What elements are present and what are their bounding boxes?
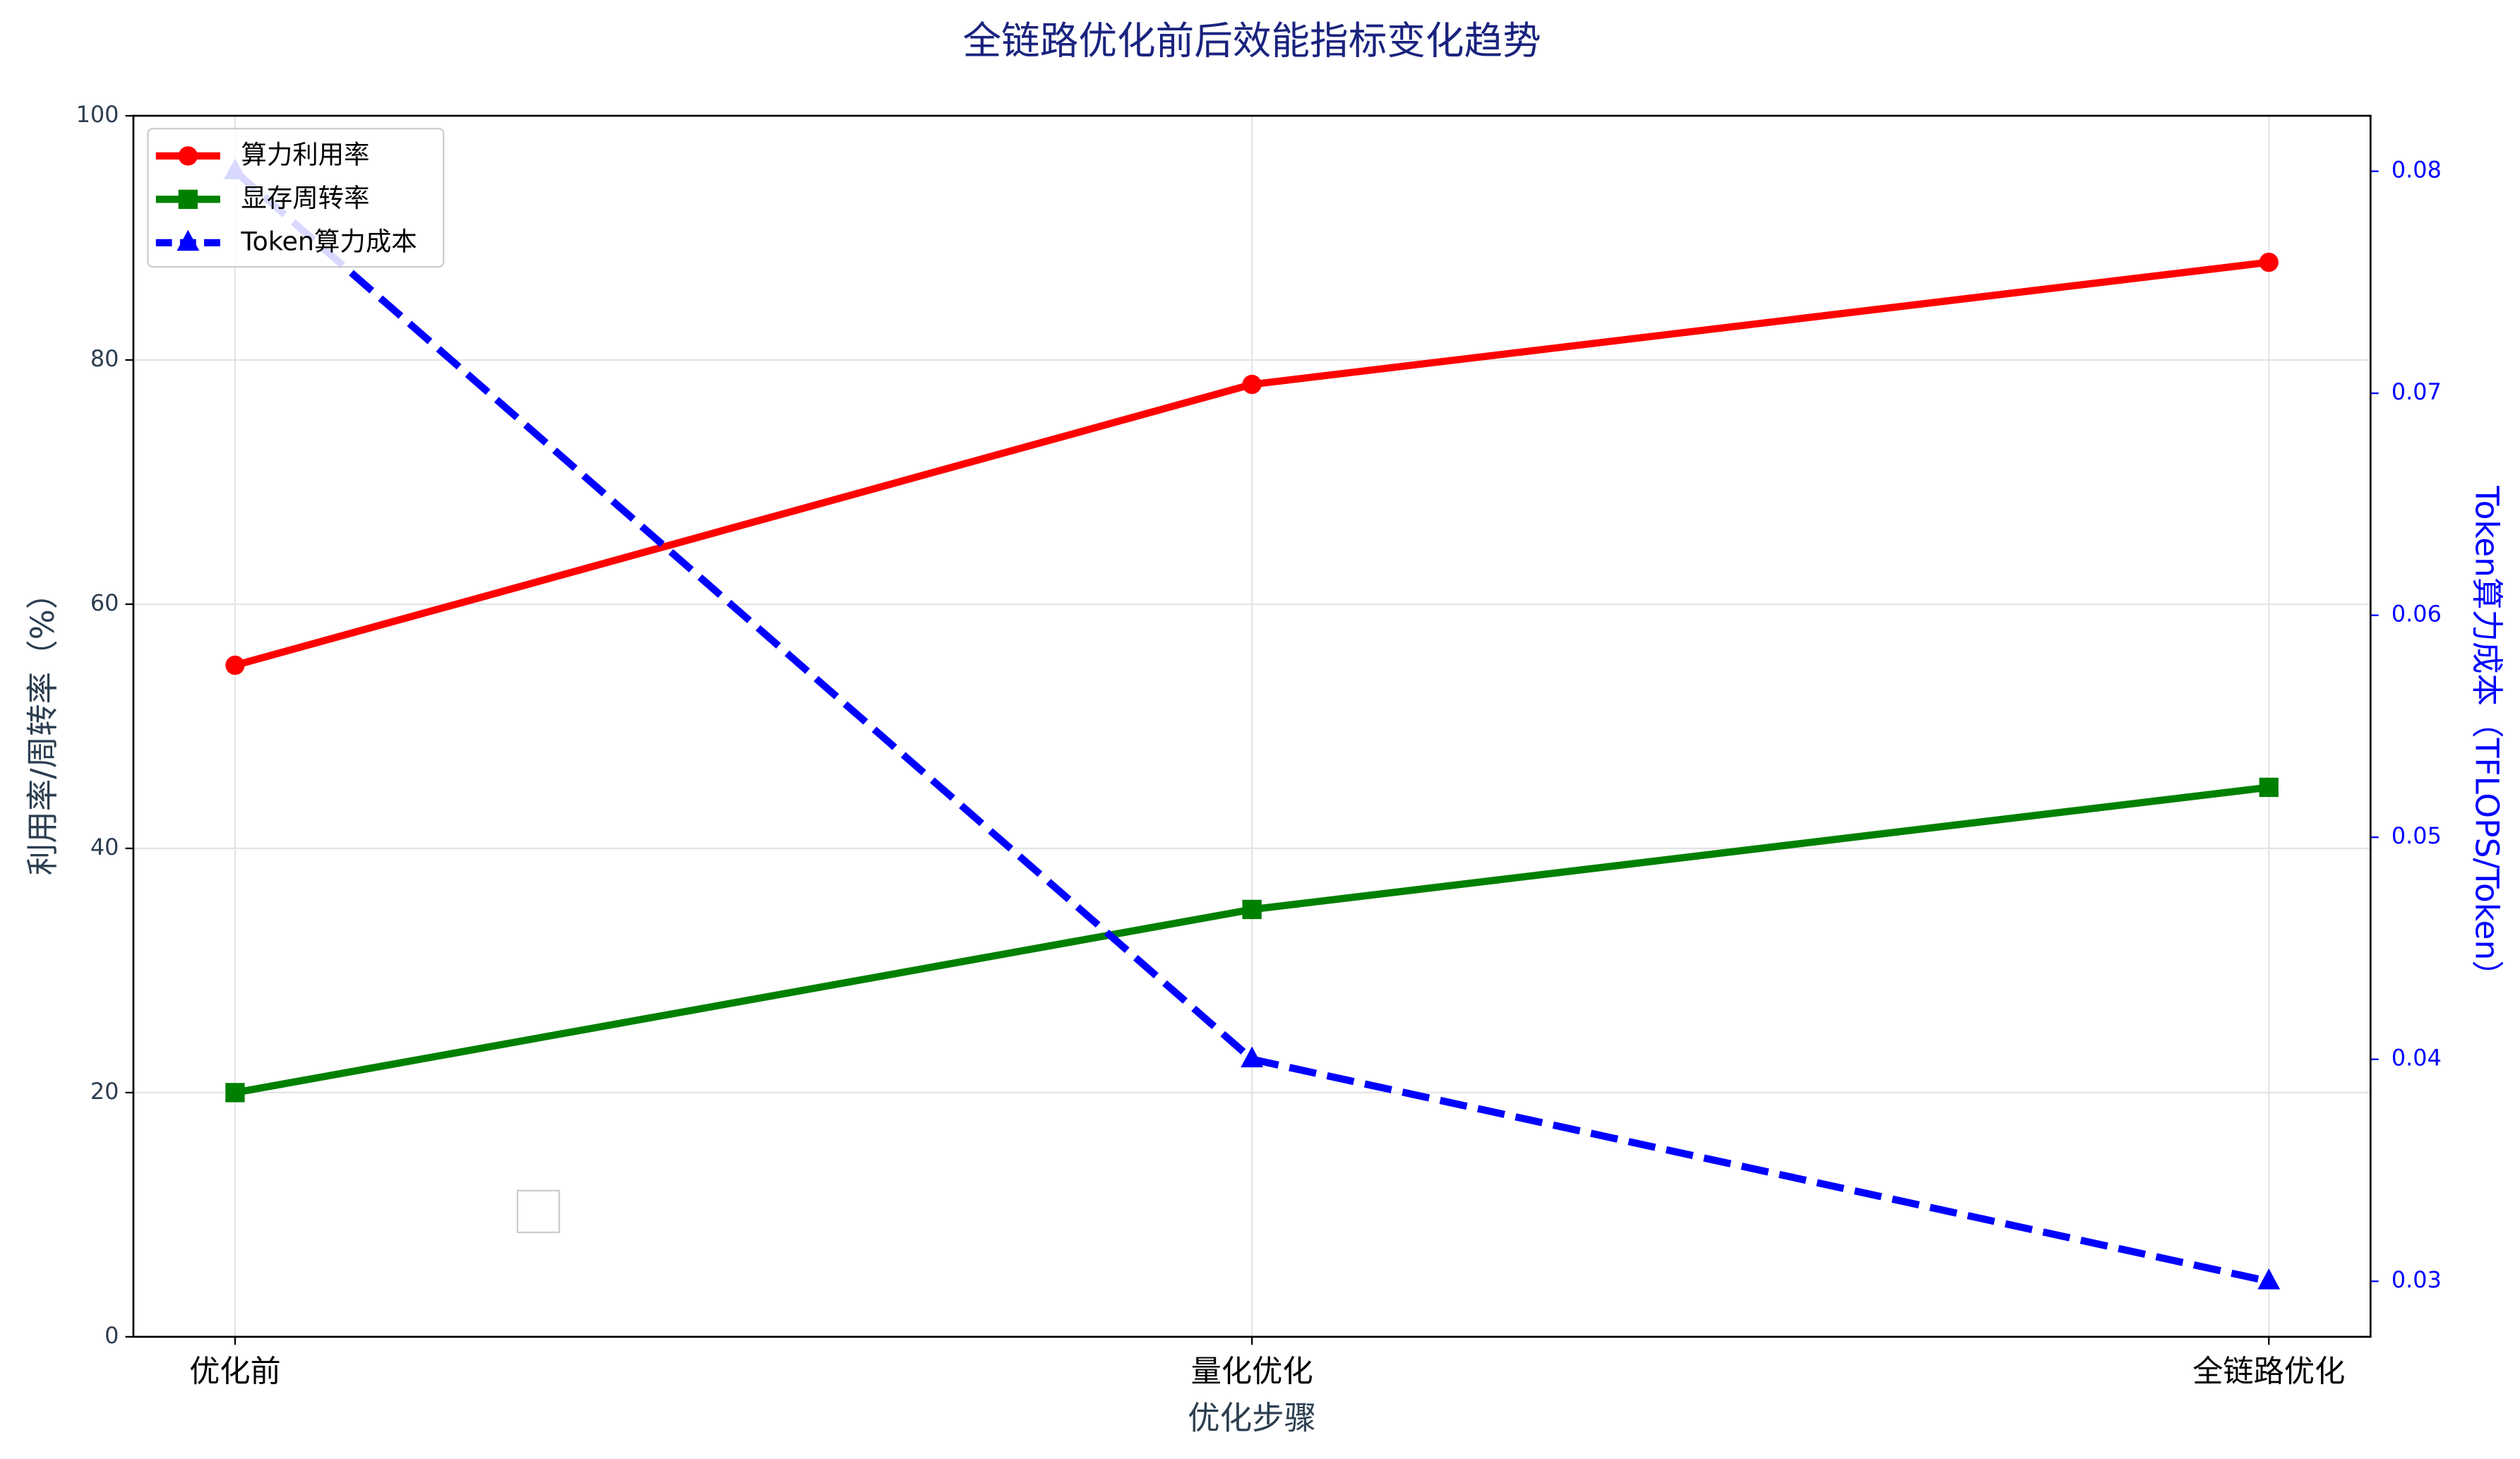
legend-marker: [177, 229, 200, 251]
x-tick-label: 全链路优化: [2192, 1355, 2345, 1390]
y2-tick-label: 0.03: [2391, 1266, 2442, 1293]
marker: [2257, 1268, 2281, 1290]
marker: [225, 655, 245, 676]
marker: [2259, 252, 2279, 272]
marker: [2259, 777, 2279, 798]
chart-title: 全链路优化前后效能指标变化趋势: [963, 18, 1541, 64]
y2-tick-label: 0.04: [2391, 1045, 2442, 1071]
x-tick-label: 优化前: [189, 1355, 281, 1390]
marker: [1241, 1046, 1264, 1068]
legend-label: 算力利用率: [241, 139, 369, 169]
artifact-box: [516, 1189, 561, 1234]
marker: [1242, 899, 1262, 920]
legend-box: [147, 128, 445, 268]
x-axis-label: 优化步骤: [1188, 1400, 1316, 1437]
x-tick-label: 量化优化: [1191, 1355, 1313, 1390]
y-tick-label: 0: [104, 1322, 119, 1349]
y2-tick-label: 0.08: [2391, 157, 2442, 184]
legend-label: 显存周转率: [241, 183, 369, 213]
y-tick-label: 20: [90, 1078, 119, 1105]
y2-tick-label: 0.06: [2391, 601, 2442, 628]
y-tick-label: 100: [76, 101, 119, 128]
y2-tick-label: 0.05: [2391, 822, 2442, 849]
y2-axis-label: Token算力成本（TFLOPS/Token）: [2468, 485, 2505, 992]
legend-marker: [178, 189, 198, 210]
y2-tick-label: 0.07: [2391, 378, 2442, 405]
y-tick-label: 40: [90, 834, 119, 860]
y-tick-label: 80: [90, 345, 119, 372]
y-axis-label: 利用率/周转率（%）: [24, 577, 61, 876]
legend-label: Token算力成本: [240, 226, 417, 256]
marker: [225, 1083, 245, 1103]
plot: 0 20 40 60 80 100 优化前 量化优化 全链路优化 0.03 0.04 0.05 0.06…: [76, 101, 2442, 1390]
legend-marker: [178, 146, 198, 166]
plot-frame: [132, 114, 2372, 1338]
marker: [1242, 374, 1262, 395]
y-tick-label: 60: [90, 589, 119, 616]
